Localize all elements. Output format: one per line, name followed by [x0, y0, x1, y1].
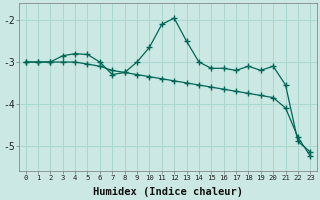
- X-axis label: Humidex (Indice chaleur): Humidex (Indice chaleur): [93, 186, 243, 197]
